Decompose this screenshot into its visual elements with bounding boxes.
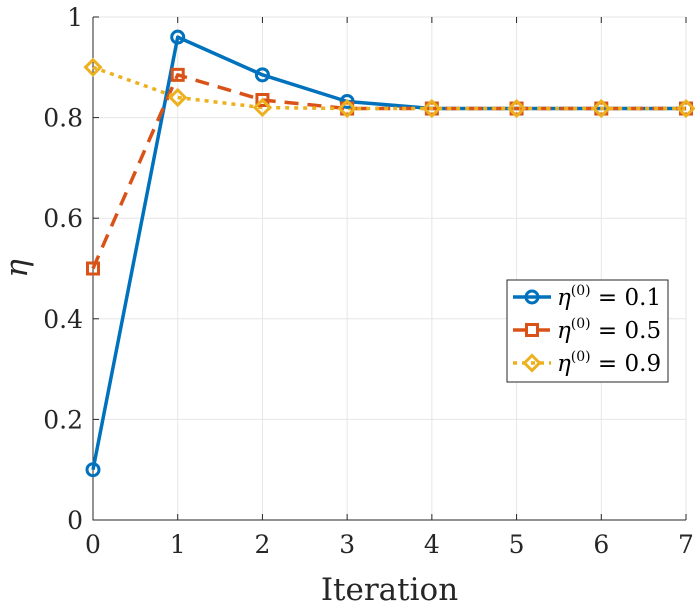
series-3-point [252,97,273,118]
legend-label-value: = 0.1 [591,285,661,311]
x-tick-label: 7 [678,530,694,559]
legend-label-value: = 0.5 [591,318,661,344]
x-tick-label: 0 [85,530,101,559]
x-tick-label: 3 [339,530,355,559]
legend-label-symbol: η [557,351,571,377]
series-2-point [170,67,185,82]
x-tick-label: 4 [424,530,440,559]
series-3-point [506,98,527,119]
series-markers [83,29,695,478]
series-3-point [337,98,357,119]
y-tick-label: 0.2 [43,405,83,434]
series-1-point [339,94,355,110]
legend-label-superscript: (0) [571,349,591,365]
y-tick-label: 0.6 [43,204,83,233]
series-3-point [676,98,695,119]
plot-area [93,17,686,520]
series-1-point [85,462,101,478]
series-1-point [170,29,186,45]
legend: η(0) = 0.1η(0) = 0.5η(0) = 0.9 [506,279,669,383]
series-1-point [254,67,270,83]
legend-marker-3 [522,353,542,373]
x-tick-label: 1 [170,530,186,559]
series-2-point [86,261,100,276]
legend-label-2: η(0) = 0.5 [557,316,661,344]
x-tick-label: 6 [593,530,609,559]
series-2-point [255,92,270,107]
series-line-2 [91,73,686,270]
y-tick-label: 0.4 [43,305,83,334]
y-tick-label: 1 [67,3,83,32]
y-axis-label: η [0,259,35,278]
axis-ticks [92,16,687,521]
x-tick-label: 2 [254,530,270,559]
x-tick-label: 5 [509,530,525,559]
legend-marker-2 [525,323,539,337]
legend-label-1: η(0) = 0.1 [557,283,661,311]
series-3-point [422,98,442,119]
tick-labels: 0 1 2 3 4 5 6 7 0 0.2 0.4 0.6 0.8 1 [43,3,694,559]
legend-marker-1 [524,289,540,305]
legend-label-value: = 0.9 [591,351,661,377]
series-lines [91,35,686,471]
series-3-point [168,87,188,108]
legend-label-symbol: η [557,318,571,344]
legend-label-3: η(0) = 0.9 [557,349,661,377]
legend-label-superscript: (0) [571,316,591,332]
series-3-point [83,57,103,77]
series-3-point [591,98,611,119]
legend-label-symbol: η [557,285,571,311]
y-tick-label: 0 [67,506,83,535]
x-axis-label: Iteration [321,572,458,605]
y-tick-label: 0.8 [43,104,83,133]
legend-label-superscript: (0) [571,283,591,299]
